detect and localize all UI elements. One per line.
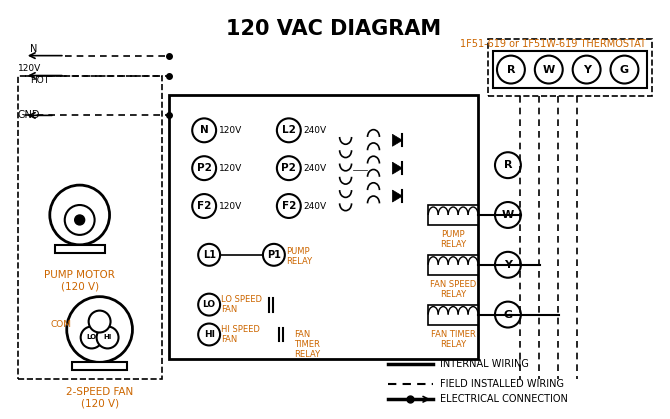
Text: PUMP
RELAY: PUMP RELAY: [440, 230, 466, 249]
Text: LO SPEED
FAN: LO SPEED FAN: [221, 295, 262, 314]
Circle shape: [192, 156, 216, 180]
Text: 120V: 120V: [219, 126, 243, 135]
Text: P2: P2: [197, 163, 212, 173]
Polygon shape: [393, 134, 403, 146]
Text: 120V: 120V: [219, 202, 243, 210]
Circle shape: [88, 310, 111, 333]
Circle shape: [495, 202, 521, 228]
Bar: [488, 39, 653, 96]
Bar: [170, 96, 478, 360]
Text: HI: HI: [103, 334, 112, 341]
Bar: [55, 245, 105, 253]
Text: HI SPEED
FAN: HI SPEED FAN: [221, 325, 260, 344]
Circle shape: [198, 323, 220, 345]
Circle shape: [74, 215, 84, 225]
Bar: [428, 205, 478, 225]
Circle shape: [610, 56, 639, 83]
Circle shape: [535, 56, 563, 83]
Text: 240V: 240V: [304, 202, 327, 210]
Text: G: G: [503, 310, 513, 320]
Text: ELECTRICAL CONNECTION: ELECTRICAL CONNECTION: [440, 394, 568, 404]
Text: P1: P1: [267, 250, 281, 260]
Text: 240V: 240V: [304, 126, 327, 135]
Text: G: G: [620, 65, 629, 75]
Circle shape: [50, 185, 110, 245]
Circle shape: [277, 156, 301, 180]
Circle shape: [198, 294, 220, 316]
Text: 1F51-619 or 1F51W-619 THERMOSTAT: 1F51-619 or 1F51W-619 THERMOSTAT: [460, 39, 646, 49]
Text: HOT: HOT: [30, 76, 49, 85]
Text: HI: HI: [204, 330, 214, 339]
Text: L1: L1: [202, 250, 216, 260]
Text: 120V: 120V: [18, 64, 41, 73]
Circle shape: [65, 205, 94, 235]
Text: W: W: [543, 65, 555, 75]
Circle shape: [573, 56, 600, 83]
Text: FAN TIMER
RELAY: FAN TIMER RELAY: [431, 329, 476, 349]
Circle shape: [495, 252, 521, 278]
Circle shape: [96, 326, 119, 349]
Text: Y: Y: [504, 260, 512, 270]
Circle shape: [495, 302, 521, 328]
Text: PUMP MOTOR
(120 V): PUMP MOTOR (120 V): [44, 270, 115, 291]
Text: F2: F2: [197, 201, 211, 211]
Text: GND: GND: [18, 110, 40, 120]
Text: N: N: [200, 125, 208, 135]
Text: Y: Y: [583, 65, 591, 75]
Text: FIELD INSTALLED WIRING: FIELD INSTALLED WIRING: [440, 379, 564, 389]
Text: 240V: 240V: [304, 164, 327, 173]
Circle shape: [277, 194, 301, 218]
Bar: [493, 51, 647, 88]
Text: R: R: [504, 160, 512, 170]
Text: INTERNAL WIRING: INTERNAL WIRING: [440, 360, 529, 370]
Text: LO: LO: [202, 300, 216, 309]
Text: F2: F2: [281, 201, 296, 211]
Bar: [428, 255, 478, 275]
Polygon shape: [393, 190, 403, 202]
Bar: [18, 75, 162, 379]
Text: FAN
TIMER
RELAY: FAN TIMER RELAY: [294, 329, 320, 360]
Polygon shape: [393, 162, 403, 174]
Circle shape: [192, 119, 216, 142]
Circle shape: [67, 297, 133, 362]
Circle shape: [263, 244, 285, 266]
Text: COM: COM: [51, 320, 72, 329]
Text: W: W: [502, 210, 514, 220]
Text: FAN SPEED
RELAY: FAN SPEED RELAY: [430, 280, 476, 299]
Text: 120V: 120V: [219, 164, 243, 173]
Circle shape: [495, 152, 521, 178]
Text: LO: LO: [86, 334, 96, 341]
Text: N: N: [30, 44, 38, 54]
Text: L2: L2: [282, 125, 295, 135]
Circle shape: [198, 244, 220, 266]
Circle shape: [80, 326, 103, 349]
Text: P2: P2: [281, 163, 296, 173]
Circle shape: [497, 56, 525, 83]
Circle shape: [192, 194, 216, 218]
Circle shape: [277, 119, 301, 142]
Text: 120 VAC DIAGRAM: 120 VAC DIAGRAM: [226, 19, 442, 39]
Text: PUMP
RELAY: PUMP RELAY: [286, 247, 312, 266]
Bar: [72, 362, 127, 370]
Bar: [428, 305, 478, 325]
Text: R: R: [507, 65, 515, 75]
Text: 2-SPEED FAN
(120 V): 2-SPEED FAN (120 V): [66, 387, 133, 409]
